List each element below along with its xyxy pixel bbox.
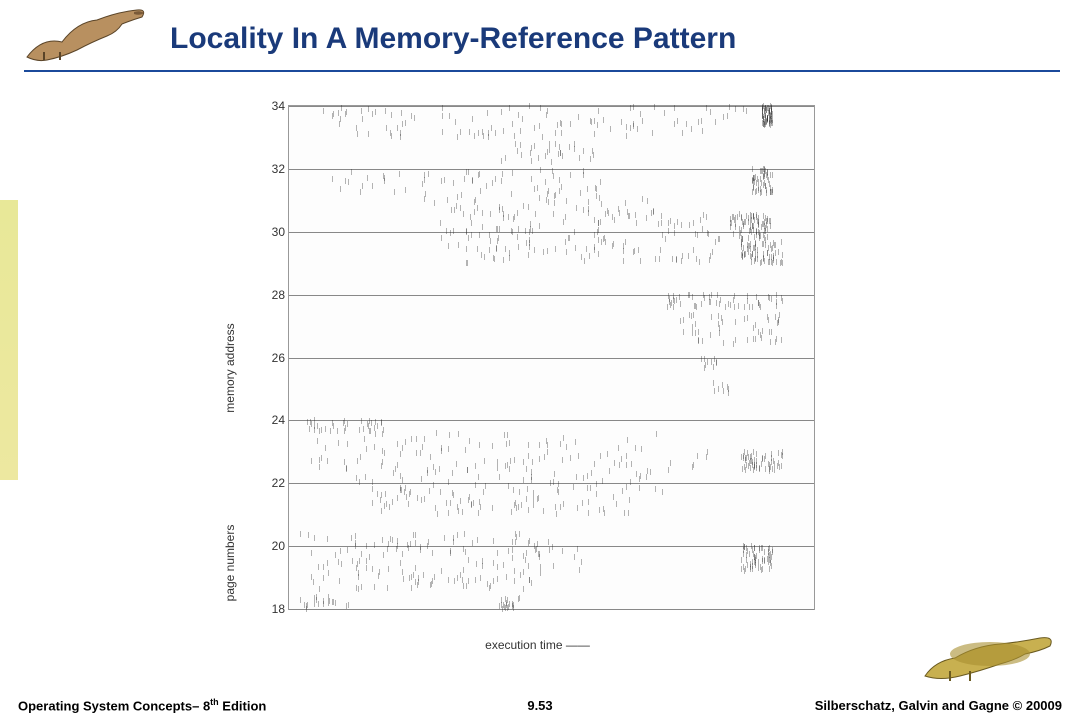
footer-edition-suffix: Edition xyxy=(219,698,267,713)
dinosaur-bottom-icon xyxy=(920,616,1060,686)
y-tick-label: 28 xyxy=(261,288,285,302)
footer-book-title: Operating System Concepts– 8 xyxy=(18,698,210,713)
footer-copyright: Silberschatz, Galvin and Gagne © 20009 xyxy=(815,698,1062,713)
y-tick-label: 24 xyxy=(261,413,285,427)
plot-area: 182022242628303234 xyxy=(288,105,815,610)
x-axis-label: execution time —— xyxy=(485,638,590,652)
y-axis-label-upper: memory address xyxy=(223,323,237,412)
y-axis-label-lower: page numbers xyxy=(223,525,237,602)
y-tick-label: 18 xyxy=(261,602,285,616)
title-underline xyxy=(24,70,1060,72)
y-tick-label: 34 xyxy=(261,99,285,113)
slide-footer: Operating System Concepts– 8th Edition 9… xyxy=(0,690,1080,720)
gridline xyxy=(289,232,814,233)
gridline xyxy=(289,295,814,296)
y-tick-label: 26 xyxy=(261,351,285,365)
gridline xyxy=(289,609,814,610)
y-tick-label: 32 xyxy=(261,162,285,176)
gridline xyxy=(289,420,814,421)
gridline xyxy=(289,358,814,359)
y-tick-label: 30 xyxy=(261,225,285,239)
footer-left: Operating System Concepts– 8th Edition xyxy=(18,697,266,713)
y-tick-label: 20 xyxy=(261,539,285,553)
footer-slide-number: 9.53 xyxy=(527,698,552,713)
slide: Locality In A Memory-Reference Pattern m… xyxy=(0,0,1080,720)
left-accent-bar xyxy=(0,200,18,480)
memory-reference-chart: memory address page numbers 182022242628… xyxy=(260,105,815,630)
y-tick-label: 22 xyxy=(261,476,285,490)
slide-title: Locality In A Memory-Reference Pattern xyxy=(170,22,1050,56)
dinosaur-top-icon xyxy=(22,2,152,64)
gridline xyxy=(289,483,814,484)
footer-edition-sup: th xyxy=(210,697,219,707)
